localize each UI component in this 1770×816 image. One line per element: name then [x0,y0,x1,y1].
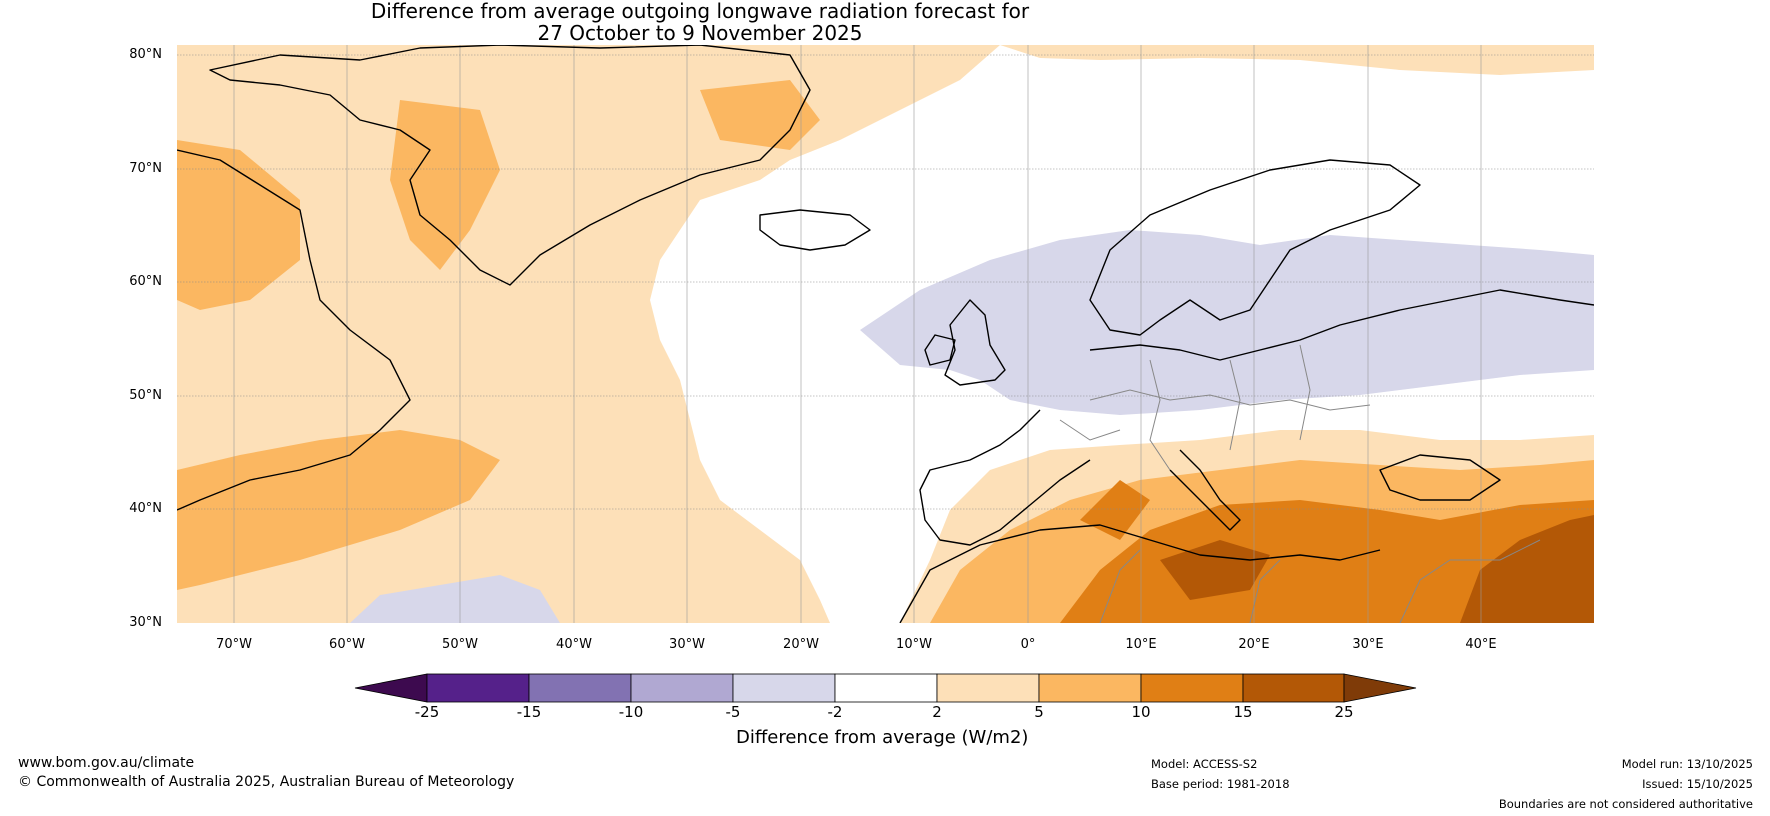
colorbar-bin-2 [528,673,632,703]
colorbar-tick: -25 [414,703,440,721]
colorbar-extend-low [354,673,428,703]
country-borders [1059,344,1541,623]
map-title-line1: Difference from average outgoing longwav… [370,0,1030,23]
colorbar-extend-high [1343,673,1417,703]
lon-label-10e: 10°E [1125,637,1157,652]
map-title-line2: 27 October to 9 November 2025 [537,21,863,45]
colorbar-bin-3 [630,673,734,703]
anomaly-minus5-to-minus2-europe [860,230,1594,415]
anomaly-5-to-10 [177,80,1594,623]
base-period: Base period: 1981-2018 [1151,777,1290,791]
colorbar-tick: -2 [827,703,843,721]
colorbar-tick: 10 [1131,703,1151,721]
colorbar-tick: 2 [932,703,942,721]
colorbar-tick: -5 [725,703,741,721]
anomaly-minus5-to-minus2-atlantic [350,575,560,623]
colorbar-bin-8 [1140,673,1244,703]
colorbar-tick: 15 [1233,703,1253,721]
lon-label-30e: 30°E [1352,637,1384,652]
model-run-date: Model run: 13/10/2025 [1621,757,1753,771]
colorbar [354,673,1417,703]
lon-label-20e: 20°E [1238,637,1270,652]
map-body [177,45,1594,623]
boundaries-disclaimer: Boundaries are not considered authoritat… [1498,797,1753,811]
lon-label-40w: 40°W [556,637,592,652]
colorbar-bin-6 [936,673,1040,703]
anomaly-15-to-25 [1160,515,1594,623]
lat-label-60n: 60°N [129,274,162,289]
website-link[interactable]: www.bom.gov.au/climate [18,755,195,771]
colorbar-bin-9 [1242,673,1345,703]
graticule [177,54,1594,510]
lon-label-60w: 60°W [329,637,365,652]
colorbar-tick: -10 [618,703,644,721]
colorbar-bin-7 [1038,673,1142,703]
colorbar-label: Difference from average (W/m2) [736,727,1029,748]
lon-label-20w: 20°W [783,637,819,652]
lon-label-50w: 50°W [442,637,478,652]
colorbar-bin-4 [732,673,836,703]
lat-label-30n: 30°N [129,615,162,630]
lat-label-40n: 40°N [129,501,162,516]
lon-label-0: 0° [1020,637,1036,652]
colorbar-tick: 25 [1334,703,1354,721]
colorbar-tick: 5 [1034,703,1044,721]
meridians [233,45,1482,623]
lon-label-70w: 70°W [216,637,252,652]
lon-label-10w: 10°W [896,637,932,652]
issued-date: Issued: 15/10/2025 [1642,777,1753,791]
colorbar-tick: -15 [516,703,542,721]
lon-label-40e: 40°E [1465,637,1497,652]
lon-label-30w: 30°W [669,637,705,652]
colorbar-bin-1 [426,673,530,703]
colorbar-bin-5 [834,673,938,703]
anomaly-2-to-5-arctic [1000,45,1594,75]
model-name: Model: ACCESS-S2 [1151,757,1258,771]
lat-label-70n: 70°N [129,161,162,176]
copyright-text: © Commonwealth of Australia 2025, Austra… [18,774,515,790]
coastlines [177,45,1594,623]
lat-label-80n: 80°N [129,47,162,62]
lat-label-50n: 50°N [129,388,162,403]
